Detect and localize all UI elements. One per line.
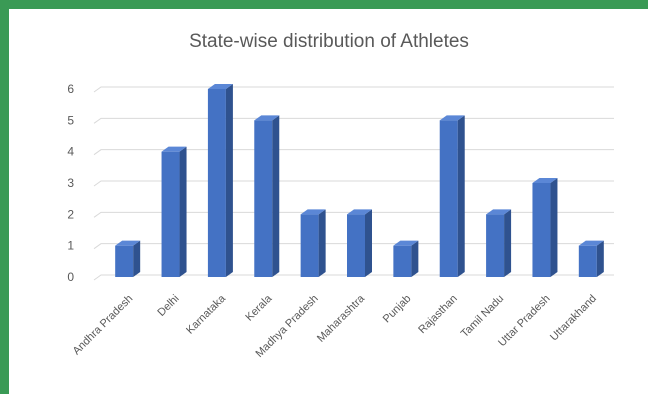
bar-top bbox=[115, 240, 141, 246]
y-tick-label: 5 bbox=[67, 113, 74, 127]
bar-top bbox=[161, 146, 187, 152]
bars bbox=[115, 84, 604, 277]
bar bbox=[300, 209, 326, 277]
bar-front bbox=[207, 89, 226, 277]
bar bbox=[161, 146, 187, 277]
bar-top bbox=[300, 209, 326, 215]
bar-front bbox=[254, 120, 273, 277]
bar-front bbox=[115, 245, 134, 277]
bar-side bbox=[457, 115, 465, 277]
y-tick-label: 4 bbox=[67, 145, 74, 159]
bar bbox=[578, 240, 604, 277]
bar bbox=[207, 84, 233, 277]
y-tick-label: 0 bbox=[67, 270, 74, 284]
bar-front bbox=[532, 183, 551, 277]
bar bbox=[115, 240, 141, 277]
bar bbox=[347, 209, 372, 277]
bar-front bbox=[439, 120, 458, 277]
bar bbox=[254, 115, 280, 277]
bar-side bbox=[550, 178, 558, 277]
x-tick-label: Uttarakhand bbox=[548, 293, 599, 344]
bar-top bbox=[347, 209, 372, 215]
x-axis-ticks: Andhra Pradesh Delhi Karnataka KeralaMadhya… bbox=[71, 292, 599, 360]
x-tick-label: Delhi bbox=[155, 293, 181, 319]
bar-top bbox=[532, 178, 558, 183]
bar-side bbox=[179, 146, 187, 277]
x-tick-label: Maharashtra bbox=[315, 292, 368, 345]
y-tick-label: 2 bbox=[67, 207, 74, 221]
bar-top bbox=[207, 84, 233, 89]
bar-top bbox=[439, 115, 465, 121]
bar-side bbox=[365, 209, 372, 277]
bar-top bbox=[578, 240, 604, 246]
x-tick-label: Karnataka bbox=[184, 292, 229, 337]
bar bbox=[486, 209, 512, 277]
y-axis-ticks: 0 1 2 3 4 5 6 bbox=[67, 82, 74, 284]
chart-title: State-wise distribution of Athletes bbox=[189, 31, 469, 52]
bar-front bbox=[578, 245, 597, 277]
bar-front bbox=[300, 214, 319, 277]
x-tick-label: Kerala bbox=[243, 292, 275, 324]
bar-top bbox=[393, 240, 419, 246]
chart-panel: State-wise distribution of Athletes 0 1 2 3… bbox=[9, 9, 648, 394]
x-tick-label: Andhra Pradesh bbox=[71, 293, 136, 358]
bar bbox=[532, 178, 558, 277]
y-tick-label: 1 bbox=[67, 239, 74, 253]
bar-side bbox=[504, 209, 512, 277]
bar-front bbox=[486, 214, 505, 277]
y-tick-label: 6 bbox=[67, 82, 74, 96]
bar-side bbox=[272, 115, 280, 277]
x-tick-label: Rajasthan bbox=[416, 293, 460, 337]
bar-top bbox=[486, 209, 512, 215]
bar-side bbox=[318, 209, 326, 277]
x-tick-label: Tamil Nadu bbox=[459, 293, 506, 340]
bar-top bbox=[254, 115, 280, 121]
bar-chart: 0 1 2 3 4 5 6 Andhra Pradesh Delhi Karnataka Kera… bbox=[67, 82, 614, 360]
y-tick-label: 3 bbox=[67, 176, 74, 190]
bar-front bbox=[393, 245, 412, 277]
grid-line bbox=[93, 117, 614, 124]
bar-front bbox=[347, 214, 365, 277]
bar bbox=[393, 240, 419, 277]
grid-line bbox=[93, 86, 614, 93]
x-tick-label: Punjab bbox=[381, 293, 414, 326]
bar-side bbox=[225, 84, 233, 277]
bar-side bbox=[596, 240, 604, 277]
bar-side bbox=[411, 240, 419, 277]
bar-side bbox=[133, 240, 141, 277]
bar bbox=[439, 115, 465, 277]
bar-front bbox=[161, 151, 180, 277]
